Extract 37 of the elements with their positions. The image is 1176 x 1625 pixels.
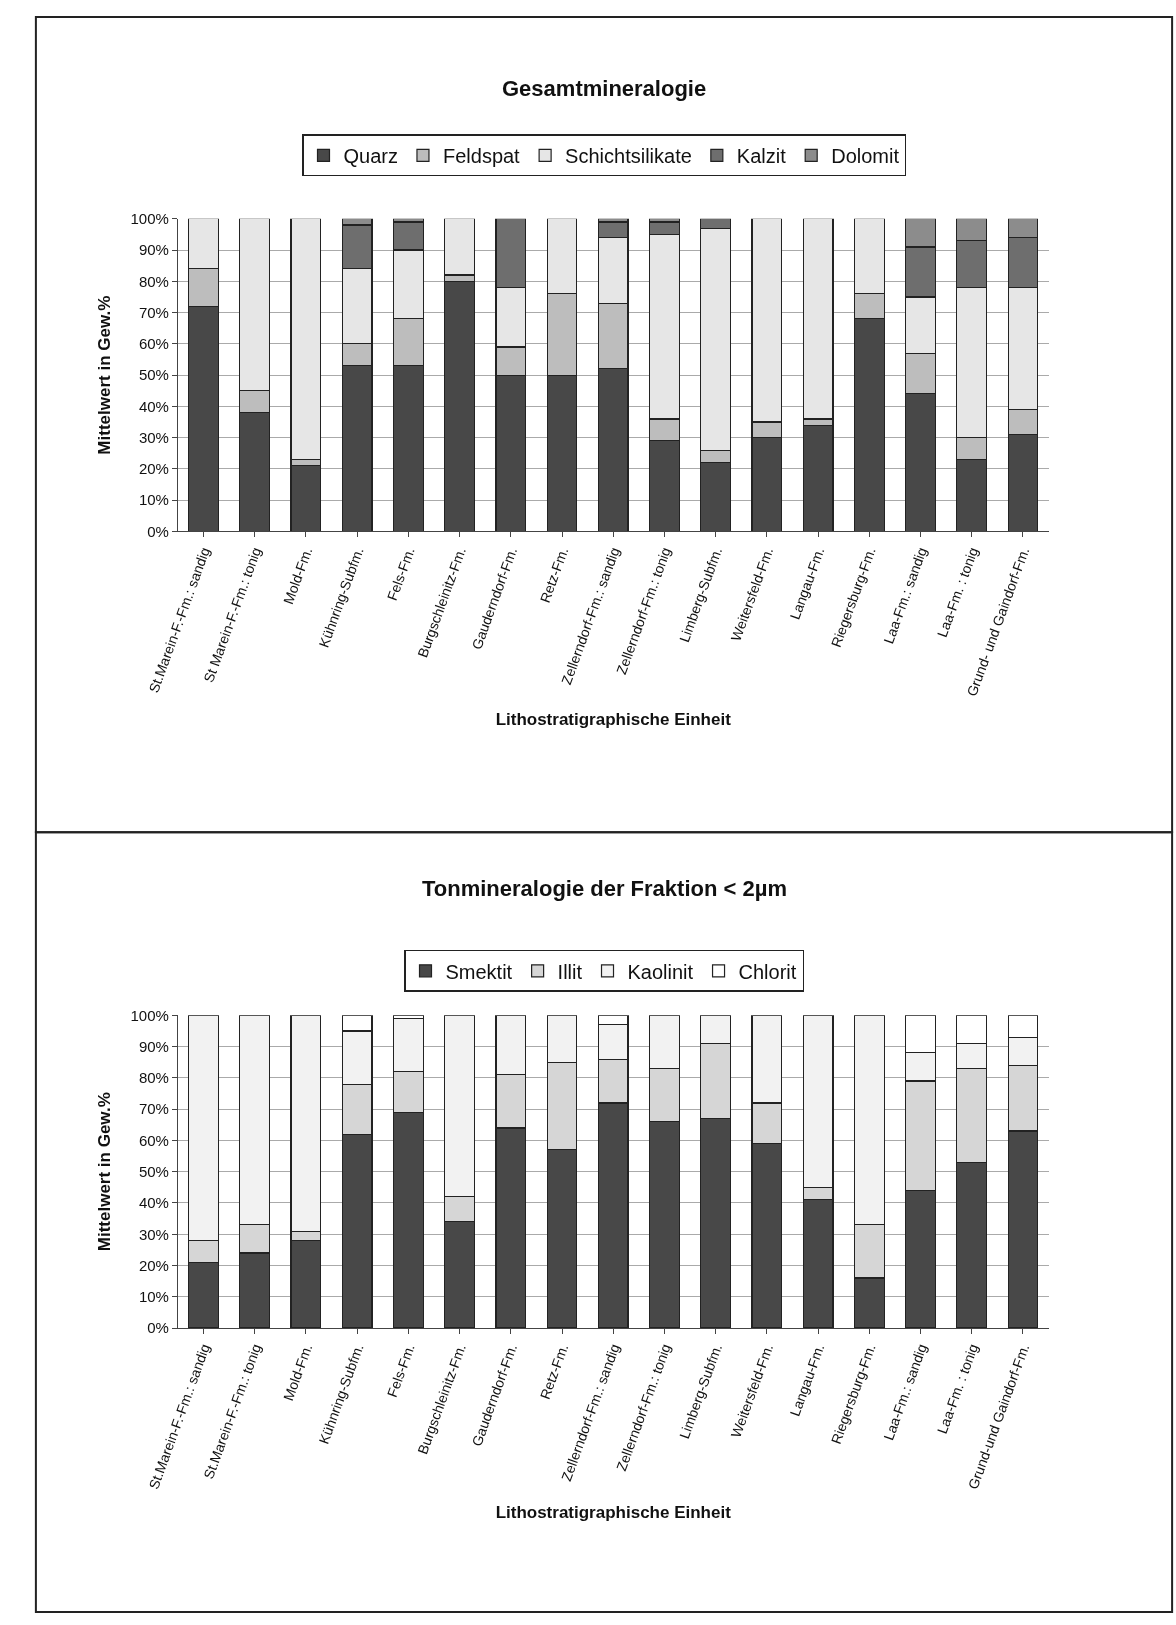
legend-label: Kalzit xyxy=(736,145,787,168)
y-tick-label: 30% xyxy=(138,1225,169,1243)
legend-label: Dolomit xyxy=(831,145,900,168)
y-tick-label: 70% xyxy=(138,303,169,321)
legend-label: Feldspat xyxy=(442,145,521,168)
y-tick-label: 0% xyxy=(147,522,169,540)
y-axis-title: Mittelwert in Gew.% xyxy=(95,1092,115,1252)
legend-label: Schichtsilikate xyxy=(565,145,692,168)
legend-label: Kaolinit xyxy=(627,960,694,983)
y-tick-label: 80% xyxy=(138,272,169,290)
y-tick-label: 10% xyxy=(138,491,169,509)
y-tick-label: 60% xyxy=(138,1131,169,1149)
chart-title: Tonmineralogie der Fraktion < 2µm xyxy=(422,876,787,901)
y-tick-label: 60% xyxy=(138,335,169,353)
y-tick-label: 10% xyxy=(138,1288,169,1306)
y-tick-label: 20% xyxy=(138,1256,169,1274)
y-tick-label: 30% xyxy=(138,428,169,446)
y-tick-label: 70% xyxy=(138,1100,169,1118)
y-tick-label: 50% xyxy=(138,1162,169,1180)
legend-label: Illit xyxy=(557,960,583,983)
legend-label: Smektit xyxy=(445,960,513,983)
chart-title: Gesamtmineralogie xyxy=(502,76,707,101)
x-axis-title: Lithostratigraphische Einheit xyxy=(495,709,732,729)
y-tick-label: 20% xyxy=(138,460,169,478)
y-tick-label: 0% xyxy=(147,1319,169,1337)
legend-label: Quarz xyxy=(343,145,398,168)
y-tick-label: 100% xyxy=(130,210,169,228)
y-tick-label: 90% xyxy=(138,241,169,259)
y-tick-label: 40% xyxy=(138,1194,169,1212)
y-tick-label: 90% xyxy=(138,1037,169,1055)
legend-label: Chlorit xyxy=(738,960,797,983)
y-tick-label: 50% xyxy=(138,366,169,384)
y-tick-label: 40% xyxy=(138,397,169,415)
y-tick-label: 80% xyxy=(138,1069,169,1087)
y-axis-title: Mittelwert in Gew.% xyxy=(95,295,115,455)
y-tick-label: 100% xyxy=(130,1006,169,1024)
x-axis-title: Lithostratigraphische Einheit xyxy=(495,1502,732,1522)
